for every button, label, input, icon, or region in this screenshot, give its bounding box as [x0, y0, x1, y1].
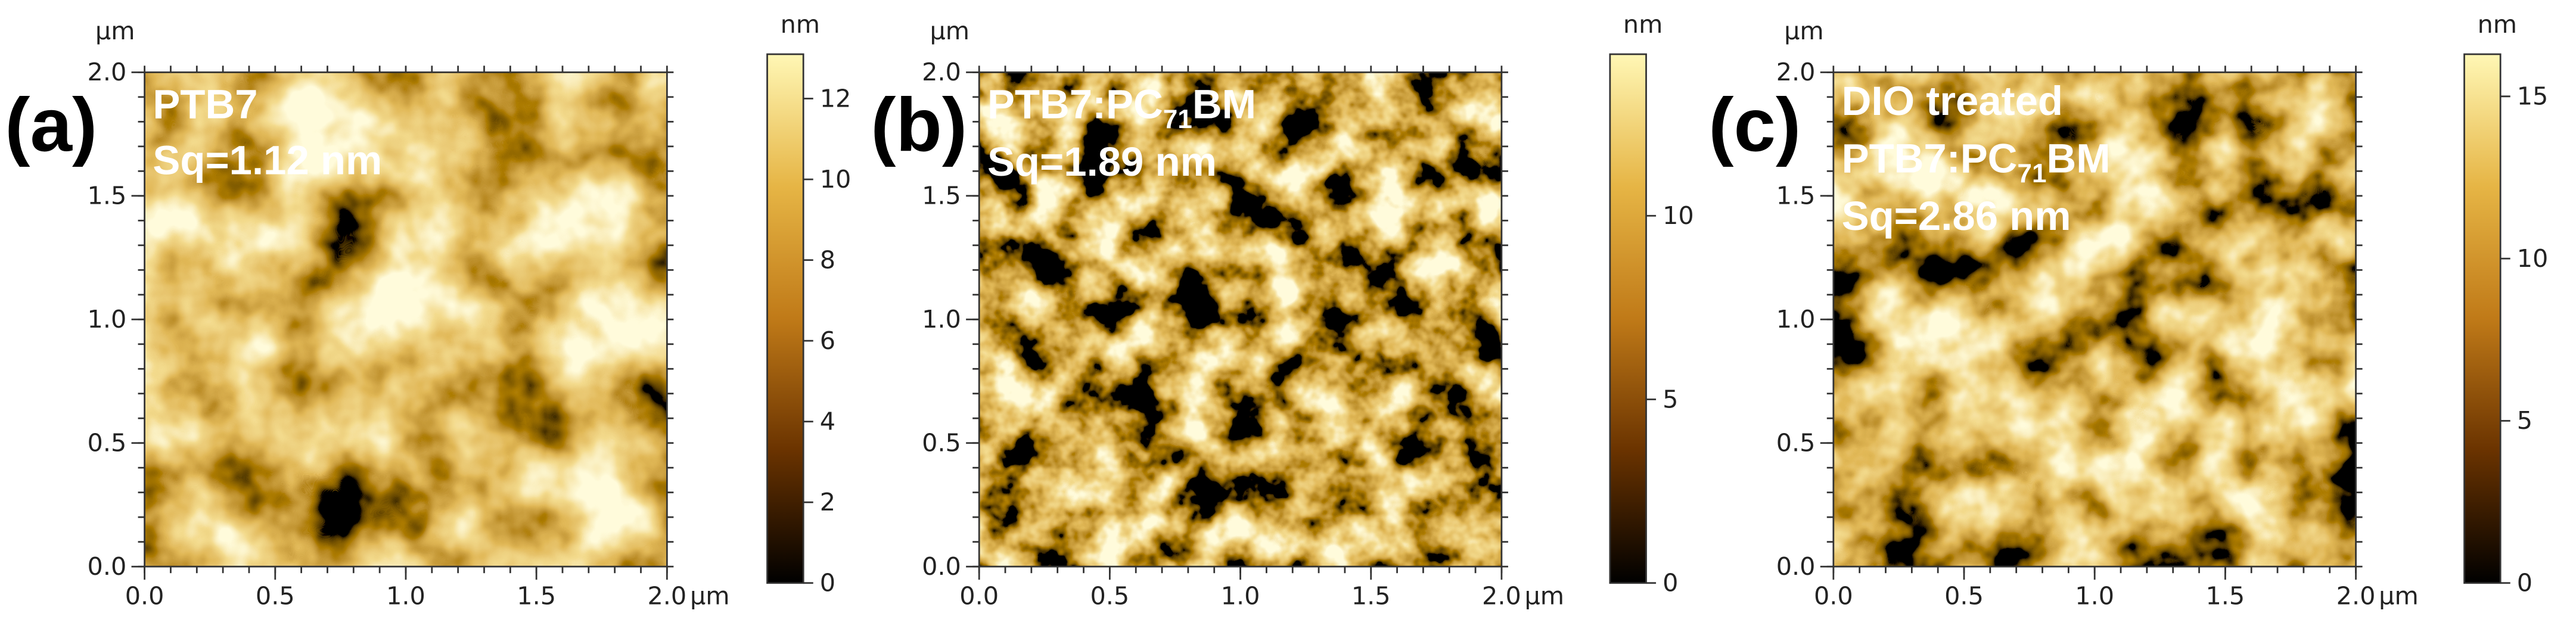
- y-unit: μm: [95, 17, 135, 45]
- y-tick-label: 0.0: [922, 552, 961, 581]
- x-tick-label: 0.5: [1944, 582, 1984, 611]
- afm-image: [1833, 72, 2356, 567]
- x-tick-label: 0.0: [125, 582, 164, 611]
- y-tick-label: 1.0: [1776, 305, 1816, 334]
- colorbar-tick-label: 12: [820, 84, 852, 113]
- x-unit: μm: [2379, 582, 2419, 611]
- colorbar-tick-label: 0: [1663, 569, 1678, 597]
- annotation-text: BM: [2047, 136, 2111, 182]
- y-tick-label: 2.0: [1776, 58, 1816, 86]
- x-tick-label: 1.5: [517, 582, 556, 611]
- annotation-text: PTB7:PC: [987, 82, 1163, 127]
- x-tick-label: 2.0: [2336, 582, 2376, 611]
- y-tick-label: 0.5: [922, 429, 961, 457]
- annotation-text: PTB7:PC: [1842, 136, 2018, 182]
- annotation-text: 71: [1163, 105, 1192, 134]
- colorbar: [1609, 53, 1647, 584]
- x-unit: μm: [690, 582, 730, 611]
- x-tick-label: 1.5: [2205, 582, 2245, 611]
- colorbar: [2463, 53, 2502, 584]
- y-unit: μm: [930, 17, 970, 45]
- y-tick-label: 0.0: [1776, 552, 1816, 581]
- y-tick-label: 1.5: [922, 182, 961, 210]
- y-tick-label: 2.0: [922, 58, 961, 86]
- colorbar-tick-label: 0: [2517, 569, 2533, 597]
- y-tick-label: 0.5: [88, 429, 127, 457]
- x-tick-label: 0.0: [959, 582, 999, 611]
- y-tick-label: 0.5: [1776, 429, 1816, 457]
- colorbar-tick-label: 10: [820, 165, 852, 194]
- colorbar-tick-label: 10: [2517, 244, 2549, 273]
- colorbar-tick-label: 10: [1663, 201, 1694, 230]
- annotation-text: 71: [2017, 159, 2046, 188]
- annotation: Sq=1.89 nm: [987, 139, 1217, 185]
- colorbar-tick-label: 0: [820, 569, 835, 597]
- y-tick-label: 2.0: [88, 58, 127, 86]
- y-unit: μm: [1784, 17, 1824, 45]
- x-tick-label: 1.0: [386, 582, 425, 611]
- x-tick-label: 2.0: [1482, 582, 1521, 611]
- x-tick-label: 2.0: [647, 582, 686, 611]
- annotation: PTB7:PC71BM: [987, 82, 1256, 135]
- colorbar-label: nm: [2478, 10, 2517, 39]
- y-tick-label: 0.0: [88, 552, 127, 581]
- colorbar-tick-label: 5: [1663, 385, 1678, 413]
- annotation: Sq=1.12 nm: [153, 137, 382, 183]
- annotation-text: Sq=1.12 nm: [153, 137, 382, 183]
- afm-image: [144, 72, 667, 567]
- annotation: DIO treated: [1842, 78, 2063, 124]
- annotation: PTB7: [153, 82, 257, 127]
- x-tick-label: 0.5: [1090, 582, 1129, 611]
- annotation-text: BM: [1192, 82, 1256, 127]
- x-tick-label: 1.0: [1221, 582, 1260, 611]
- x-tick-label: 1.0: [2075, 582, 2114, 611]
- colorbar-tick-label: 2: [820, 488, 835, 516]
- afm-image: [979, 72, 1502, 567]
- panel-label: (c): [1708, 83, 1801, 167]
- y-tick-label: 1.0: [88, 305, 127, 334]
- colorbar-tick-label: 8: [820, 245, 835, 274]
- y-tick-label: 1.5: [1776, 182, 1816, 210]
- panel-label: (b): [871, 83, 967, 167]
- colorbar-label: nm: [1623, 10, 1663, 39]
- x-tick-label: 0.5: [256, 582, 295, 611]
- colorbar-label: nm: [781, 10, 820, 39]
- colorbar-tick-label: 6: [820, 326, 835, 355]
- annotation-text: PTB7: [153, 82, 257, 127]
- annotation-text: Sq=2.86 nm: [1842, 193, 2071, 239]
- panel-label: (a): [5, 83, 97, 167]
- x-tick-label: 1.5: [1351, 582, 1391, 611]
- annotation: Sq=2.86 nm: [1842, 193, 2071, 239]
- colorbar-tick-label: 15: [2517, 82, 2549, 111]
- x-unit: μm: [1525, 582, 1565, 611]
- colorbar-tick-label: 4: [820, 407, 835, 435]
- x-tick-label: 0.0: [1814, 582, 1853, 611]
- y-tick-label: 1.5: [88, 182, 127, 210]
- annotation: PTB7:PC71BM: [1842, 136, 2111, 189]
- annotation-text: Sq=1.89 nm: [987, 139, 1217, 185]
- annotation-text: DIO treated: [1842, 78, 2063, 124]
- y-tick-label: 1.0: [922, 305, 961, 334]
- colorbar: [766, 53, 804, 584]
- colorbar-tick-label: 5: [2517, 406, 2533, 435]
